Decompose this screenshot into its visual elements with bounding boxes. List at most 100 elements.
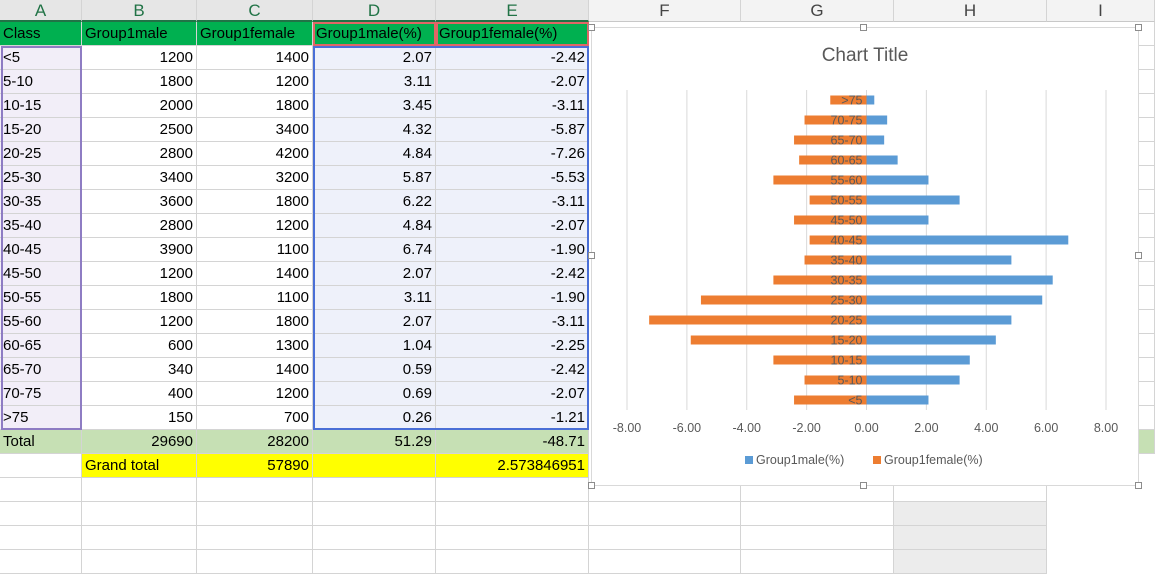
empty-cell[interactable] bbox=[313, 526, 436, 550]
empty-cell[interactable] bbox=[436, 502, 589, 526]
table-cell[interactable]: 4.32 bbox=[313, 118, 436, 142]
table-cell[interactable]: >75 bbox=[0, 406, 82, 430]
chart-resize-handle[interactable] bbox=[588, 482, 595, 489]
table-cell[interactable]: 2.07 bbox=[313, 262, 436, 286]
chart-resize-handle[interactable] bbox=[588, 24, 595, 31]
table-cell[interactable]: 340 bbox=[82, 358, 197, 382]
table-cell[interactable]: -5.87 bbox=[436, 118, 589, 142]
table-cell[interactable]: 3400 bbox=[197, 118, 313, 142]
chart-resize-handle[interactable] bbox=[588, 252, 595, 259]
total-cell[interactable]: 28200 bbox=[197, 430, 313, 454]
table-cell[interactable]: -2.07 bbox=[436, 382, 589, 406]
chart-resize-handle[interactable] bbox=[1135, 252, 1142, 259]
table-cell[interactable]: -3.11 bbox=[436, 310, 589, 334]
empty-cell[interactable] bbox=[1139, 406, 1155, 430]
table-cell[interactable]: -5.53 bbox=[436, 166, 589, 190]
table-cell[interactable]: 2000 bbox=[82, 94, 197, 118]
column-header-h[interactable]: H bbox=[894, 0, 1047, 22]
column-header-i[interactable]: I bbox=[1047, 0, 1155, 22]
header-cell[interactable]: Group1female bbox=[197, 22, 313, 46]
table-cell[interactable]: 1800 bbox=[197, 94, 313, 118]
column-header-c[interactable]: C bbox=[197, 0, 313, 22]
table-cell[interactable]: 1100 bbox=[197, 286, 313, 310]
empty-cell[interactable] bbox=[741, 502, 894, 526]
grand-total-value[interactable]: 57890 bbox=[197, 454, 313, 478]
table-cell[interactable]: 4200 bbox=[197, 142, 313, 166]
table-cell[interactable]: -3.11 bbox=[436, 190, 589, 214]
table-cell[interactable]: -2.25 bbox=[436, 334, 589, 358]
empty-cell[interactable] bbox=[741, 478, 894, 502]
empty-cell[interactable] bbox=[436, 478, 589, 502]
table-cell[interactable]: 2800 bbox=[82, 142, 197, 166]
grand-total-ratio[interactable]: 2.573846951 bbox=[436, 454, 589, 478]
empty-cell[interactable] bbox=[0, 550, 82, 574]
table-cell[interactable]: 3.11 bbox=[313, 70, 436, 94]
chart-resize-handle[interactable] bbox=[1135, 24, 1142, 31]
header-cell[interactable]: Group1male(%) bbox=[313, 22, 436, 46]
table-cell[interactable]: -2.42 bbox=[436, 46, 589, 70]
empty-cell[interactable] bbox=[313, 550, 436, 574]
empty-cell[interactable] bbox=[197, 502, 313, 526]
table-cell[interactable]: 60-65 bbox=[0, 334, 82, 358]
table-cell[interactable]: 1.04 bbox=[313, 334, 436, 358]
empty-cell[interactable] bbox=[589, 550, 741, 574]
table-cell[interactable]: 40-45 bbox=[0, 238, 82, 262]
empty-cell[interactable] bbox=[1139, 118, 1155, 142]
table-cell[interactable]: 1800 bbox=[197, 310, 313, 334]
table-cell[interactable]: 6.74 bbox=[313, 238, 436, 262]
table-cell[interactable]: 2.07 bbox=[313, 310, 436, 334]
table-cell[interactable]: 2.07 bbox=[313, 46, 436, 70]
table-cell[interactable]: 3200 bbox=[197, 166, 313, 190]
table-cell[interactable]: -1.21 bbox=[436, 406, 589, 430]
table-cell[interactable]: 15-20 bbox=[0, 118, 82, 142]
table-cell[interactable]: 1400 bbox=[197, 262, 313, 286]
table-cell[interactable]: 30-35 bbox=[0, 190, 82, 214]
table-cell[interactable]: 1200 bbox=[82, 262, 197, 286]
total-cell[interactable]: -48.71 bbox=[436, 430, 589, 454]
empty-cell[interactable] bbox=[82, 502, 197, 526]
empty-cell[interactable] bbox=[1139, 310, 1155, 334]
header-cell[interactable]: Class bbox=[0, 22, 82, 46]
column-header-e[interactable]: E bbox=[436, 0, 589, 22]
empty-cell[interactable] bbox=[894, 502, 1047, 526]
table-cell[interactable]: 3400 bbox=[82, 166, 197, 190]
empty-cell[interactable] bbox=[589, 502, 741, 526]
table-cell[interactable]: -2.07 bbox=[436, 70, 589, 94]
table-cell[interactable]: <5 bbox=[0, 46, 82, 70]
table-cell[interactable]: 1200 bbox=[197, 382, 313, 406]
table-cell[interactable]: -1.90 bbox=[436, 286, 589, 310]
empty-cell[interactable] bbox=[1139, 382, 1155, 406]
table-cell[interactable]: 6.22 bbox=[313, 190, 436, 214]
empty-cell[interactable] bbox=[589, 478, 741, 502]
table-cell[interactable]: 1200 bbox=[197, 214, 313, 238]
table-cell[interactable]: 0.59 bbox=[313, 358, 436, 382]
table-cell[interactable]: 1800 bbox=[82, 286, 197, 310]
table-cell[interactable]: 700 bbox=[197, 406, 313, 430]
empty-cell[interactable] bbox=[1139, 94, 1155, 118]
empty-cell[interactable] bbox=[1139, 142, 1155, 166]
empty-cell[interactable] bbox=[436, 550, 589, 574]
empty-cell[interactable] bbox=[741, 526, 894, 550]
column-header-a[interactable]: A bbox=[0, 0, 82, 22]
table-cell[interactable]: 1400 bbox=[197, 358, 313, 382]
empty-cell[interactable] bbox=[0, 454, 82, 478]
table-cell[interactable]: 0.26 bbox=[313, 406, 436, 430]
table-cell[interactable]: 2800 bbox=[82, 214, 197, 238]
empty-cell[interactable] bbox=[197, 478, 313, 502]
table-cell[interactable]: 25-30 bbox=[0, 166, 82, 190]
empty-cell[interactable] bbox=[741, 550, 894, 574]
table-cell[interactable]: 10-15 bbox=[0, 94, 82, 118]
column-header-g[interactable]: G bbox=[741, 0, 894, 22]
header-cell[interactable]: Group1male bbox=[82, 22, 197, 46]
header-cell[interactable]: Group1female(%) bbox=[436, 22, 589, 46]
total-cell[interactable]: Total bbox=[0, 430, 82, 454]
empty-cell[interactable] bbox=[894, 550, 1047, 574]
table-cell[interactable]: 600 bbox=[82, 334, 197, 358]
empty-cell[interactable] bbox=[1139, 214, 1155, 238]
table-cell[interactable]: 35-40 bbox=[0, 214, 82, 238]
grand-total-blank[interactable] bbox=[313, 454, 436, 478]
empty-cell[interactable] bbox=[1139, 286, 1155, 310]
table-cell[interactable]: 4.84 bbox=[313, 214, 436, 238]
empty-cell[interactable] bbox=[1139, 70, 1155, 94]
empty-cell[interactable] bbox=[894, 478, 1047, 502]
